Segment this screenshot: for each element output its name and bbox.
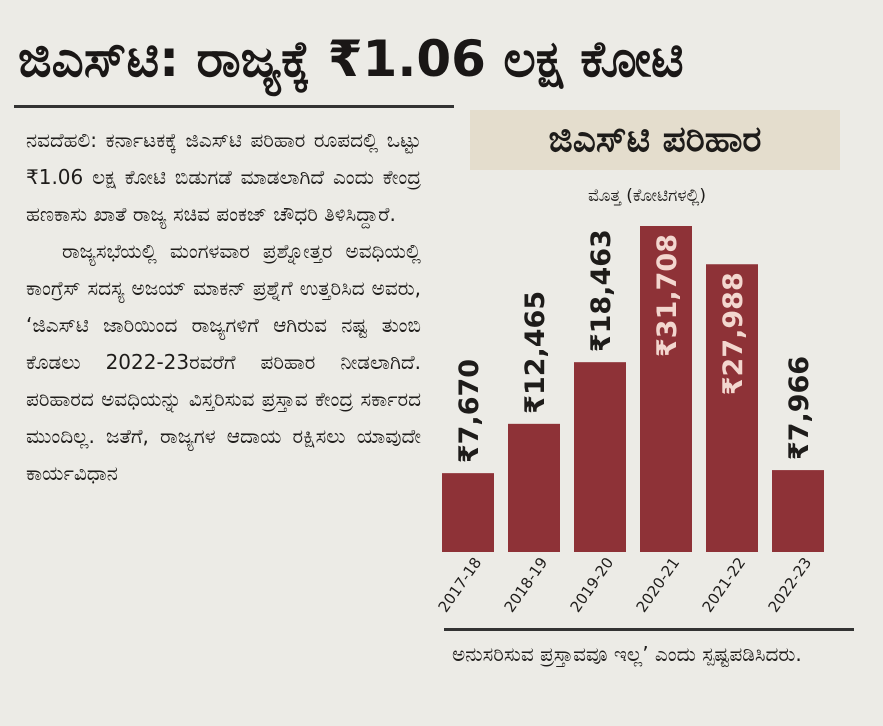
bar-2018-19 — [508, 423, 560, 552]
chart-subtitle: ಮೊತ್ತ (ಕೋಟಿಗಳಲ್ಲಿ) — [587, 186, 707, 206]
value-label-2022-23: ₹7,966 — [784, 356, 815, 460]
bar-chart: ₹7,670 2017-18 ₹12,465 2018-19 ₹18,463 2019-2… — [437, 226, 824, 616]
bar-2022-23 — [772, 470, 824, 552]
category-label-2022-23: 2022-23 — [765, 554, 816, 616]
value-label-2018-19: ₹12,465 — [520, 291, 551, 414]
article-body: ನವದೆಹಲಿ: ಕರ್ನಾಟಕಕ್ಕೆ ಜಿಎಸ್‌ಟಿ ಪರಿಹಾರ ರೂಪ… — [26, 122, 421, 492]
category-label-2017-18: 2017-18 — [437, 554, 485, 616]
article-continuation: ಅನುಸರಿಸುವ ಪ್ರಸ್ತಾವವೂ ಇಲ್ಲ’ ಎಂದು ಸ್ಪಷ್ಟಪಡ… — [452, 636, 852, 673]
category-label-2019-20: 2019-20 — [567, 554, 618, 616]
category-label-2018-19: 2018-19 — [501, 554, 552, 616]
top-rule — [14, 105, 454, 108]
bottom-rule — [444, 628, 854, 631]
value-label-2020-21: ₹31,708 — [652, 234, 683, 357]
category-label-2020-21: 2020-21 — [633, 554, 684, 616]
bar-2019-20 — [574, 362, 626, 552]
chart-title: ಜಿಎಸ್‌ಟಿ ಪರಿಹಾರ — [470, 110, 840, 170]
category-label-2021-22: 2021-22 — [699, 554, 750, 616]
article-paragraph-1: ನವದೆಹಲಿ: ಕರ್ನಾಟಕಕ್ಕೆ ಜಿಎಸ್‌ಟಿ ಪರಿಹಾರ ರೂಪ… — [26, 128, 421, 226]
article-paragraph-2: ರಾಜ್ಯಸಭೆಯಲ್ಲಿ ಮಂಗಳವಾರ ಪ್ರಶ್ನೋತ್ತರ ಅವಧಿಯಲ… — [26, 239, 421, 485]
value-label-2017-18: ₹7,670 — [454, 359, 485, 463]
value-label-2021-22: ₹27,988 — [718, 272, 749, 395]
article-tail-text: ಅನುಸರಿಸುವ ಪ್ರಸ್ತಾವವೂ ಇಲ್ಲ’ ಎಂದು ಸ್ಪಷ್ಟಪಡ… — [452, 642, 802, 666]
value-label-2019-20: ₹18,463 — [586, 229, 617, 352]
bar-2017-18 — [442, 473, 494, 552]
bar-2021-22 — [706, 264, 758, 552]
bar-2020-21 — [640, 226, 692, 552]
headline: ಜಿಎಸ್‌ಟಿ: ರಾಜ್ಯಕ್ಕೆ ₹1.06 ಲಕ್ಷ ಕೋಟಿ — [18, 30, 684, 88]
